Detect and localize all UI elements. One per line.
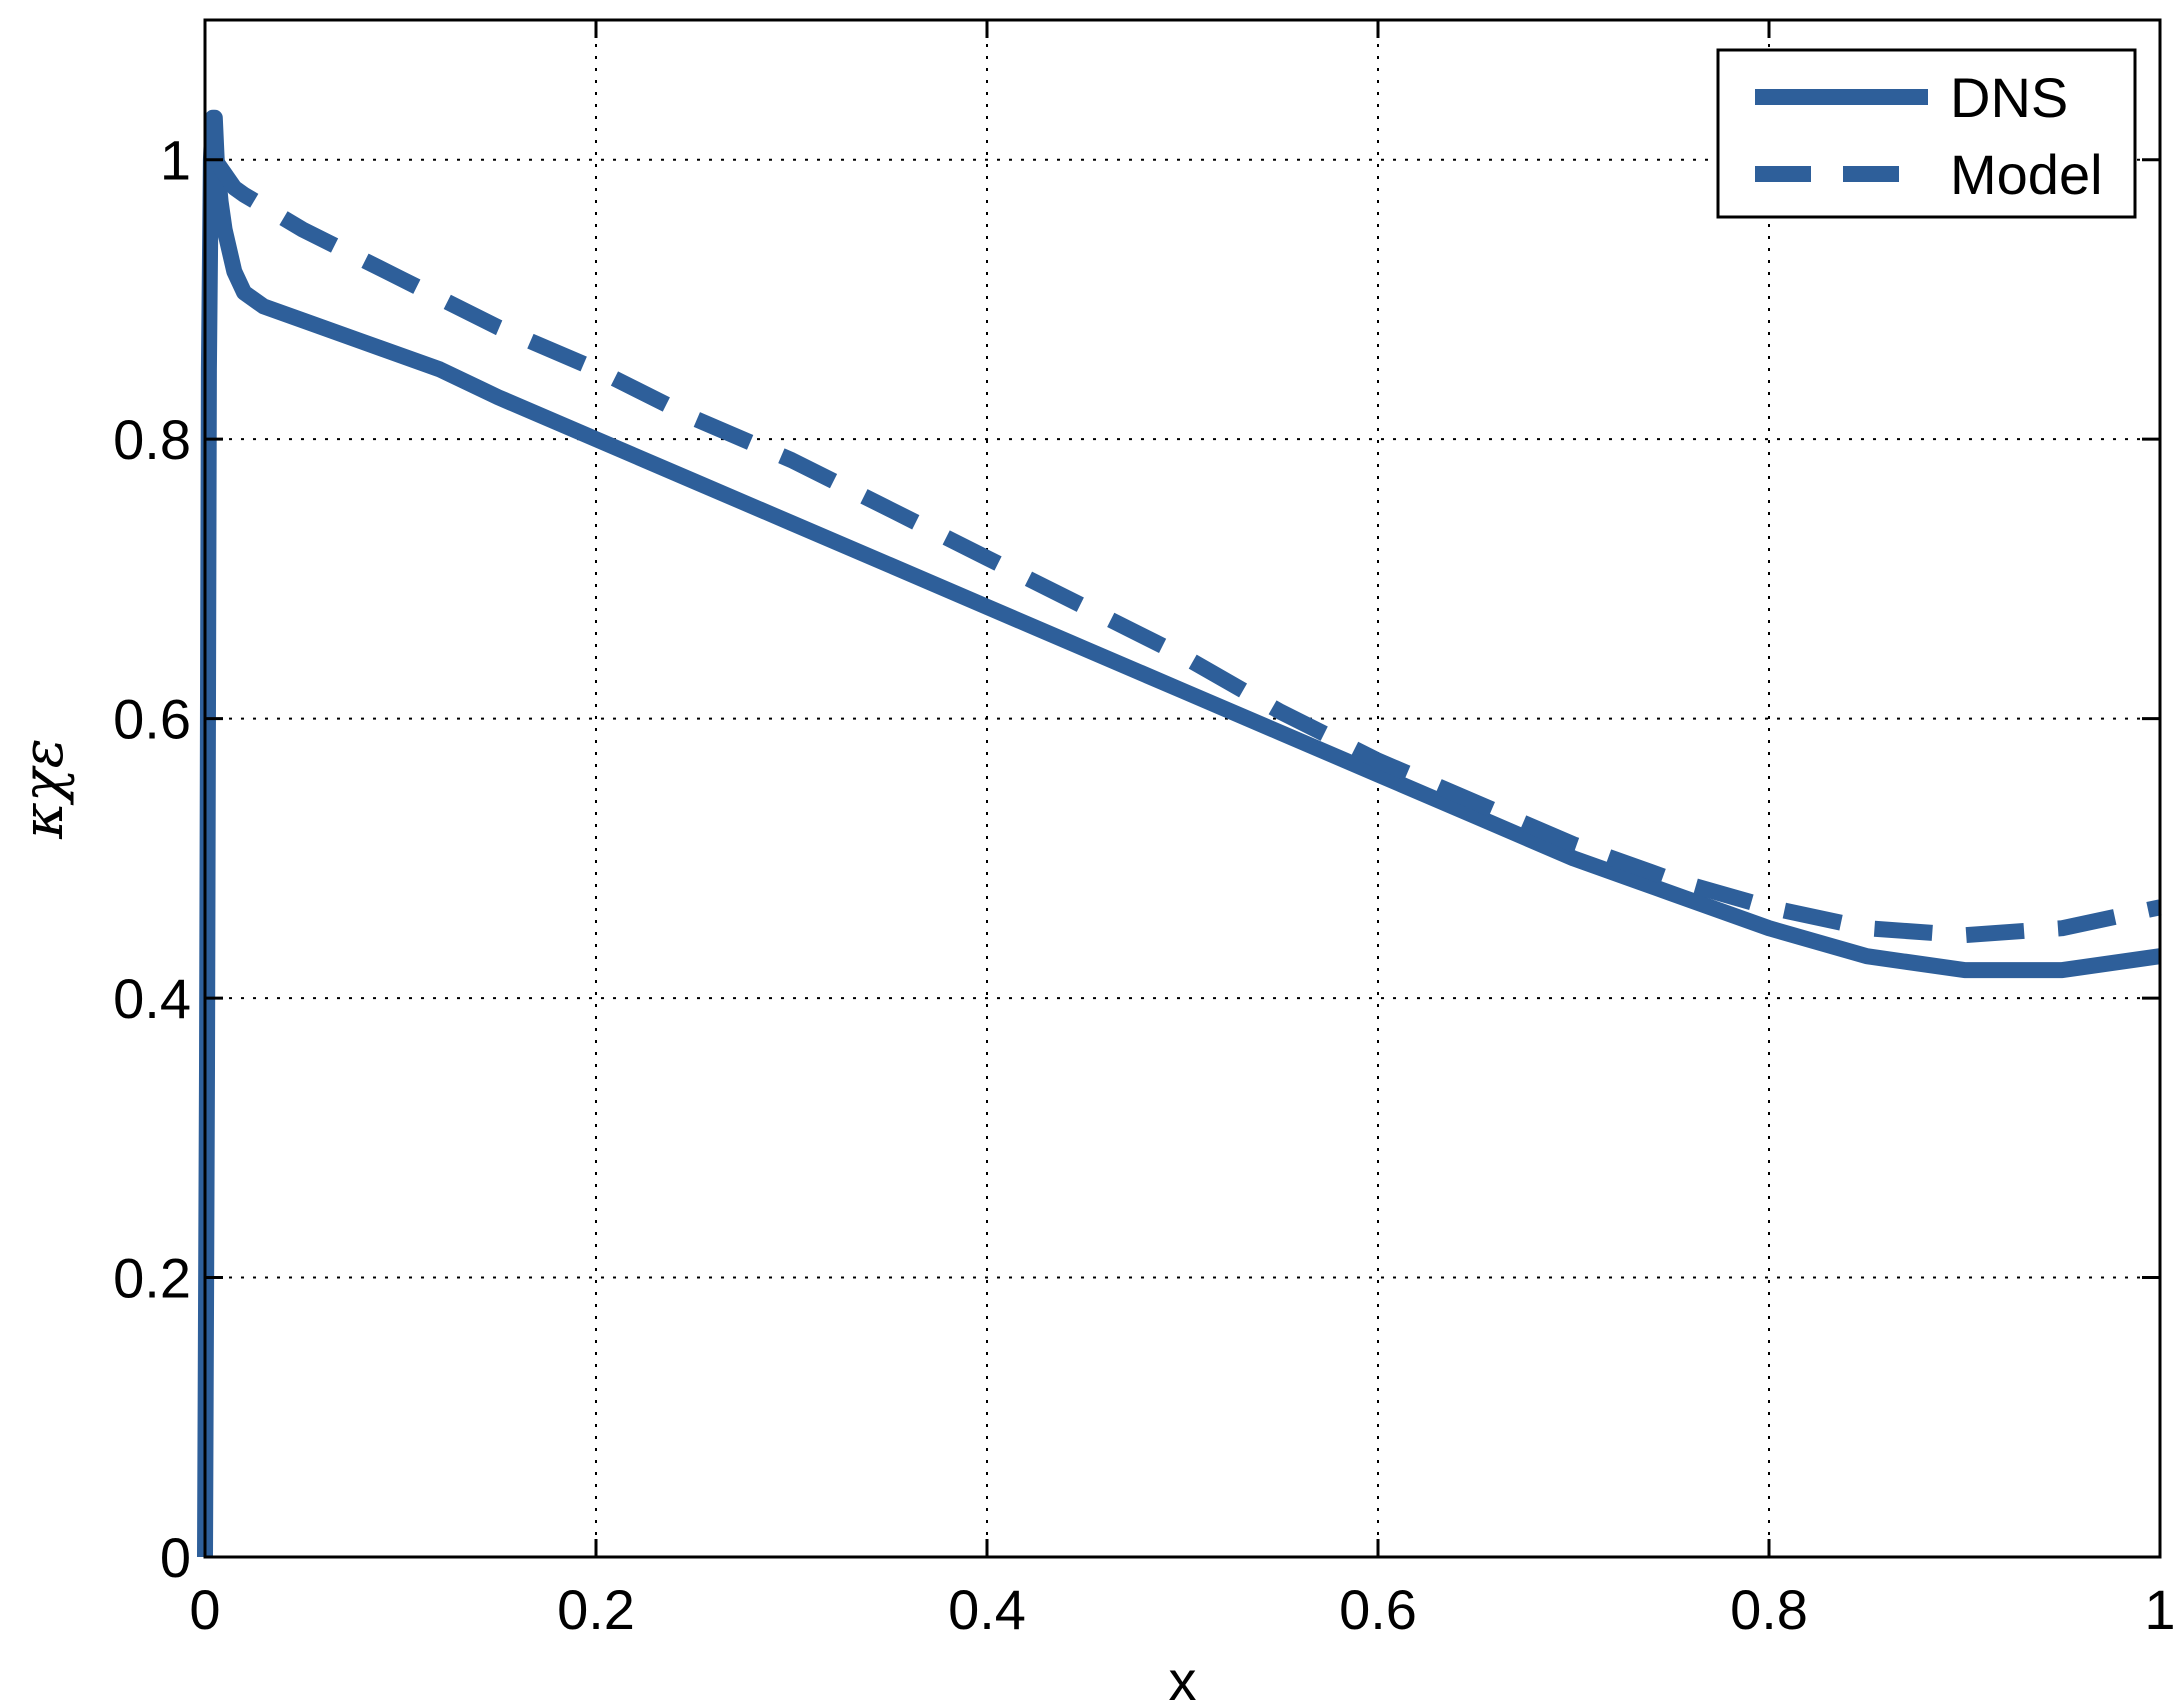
tick-labels: 0 0.2 0.4 0.6 0.8 1 0 0.2 0.4 0.6 0.8 1 <box>113 129 2175 1641</box>
y-tick-label: 1 <box>160 129 191 192</box>
x-tick-label: 0.2 <box>557 1578 635 1641</box>
y-tick-label: 0.2 <box>113 1247 191 1310</box>
x-tick-label: 0 <box>189 1578 220 1641</box>
x-axis-title: x <box>1169 1649 1197 1706</box>
series-line-model <box>208 155 2162 944</box>
plot-area-frame <box>203 18 2162 1559</box>
y-axis-title: κχε <box>11 738 76 840</box>
y-tick-label: 0 <box>160 1526 191 1589</box>
series-line-dns <box>197 109 2162 1558</box>
legend-label-model: Model <box>1950 143 2103 206</box>
grid <box>205 20 2160 1557</box>
legend: DNS Model <box>1716 48 2137 219</box>
y-tick-label: 0.4 <box>113 967 191 1030</box>
x-tick-label: 0.6 <box>1339 1578 1417 1641</box>
legend-box <box>1716 48 2137 219</box>
x-tick-label: 0.4 <box>948 1578 1026 1641</box>
x-tick-label: 0.8 <box>1730 1578 1808 1641</box>
x-tick-label: 1 <box>2144 1578 2175 1641</box>
legend-label-dns: DNS <box>1950 66 2068 129</box>
y-tick-label: 0.6 <box>113 688 191 751</box>
series-layer <box>197 109 2162 1558</box>
y-tick-label: 0.8 <box>113 408 191 471</box>
ticks <box>203 20 2162 1559</box>
